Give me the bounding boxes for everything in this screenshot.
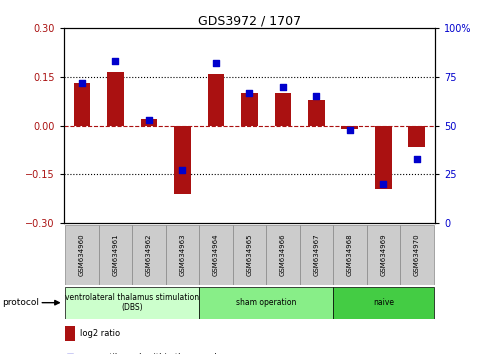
Text: ventrolateral thalamus stimulation
(DBS): ventrolateral thalamus stimulation (DBS): [65, 293, 199, 312]
Point: [245, 90, 253, 96]
Bar: [207, 74, 224, 126]
Point: [178, 167, 186, 173]
Point: [145, 117, 153, 123]
Point: [278, 84, 286, 90]
Bar: [107, 72, 123, 126]
FancyBboxPatch shape: [99, 225, 132, 285]
Bar: [174, 126, 190, 194]
FancyBboxPatch shape: [199, 287, 332, 319]
Point: [78, 80, 86, 86]
Point: [312, 93, 320, 99]
Text: GSM634960: GSM634960: [79, 234, 85, 276]
Text: GSM634968: GSM634968: [346, 234, 352, 276]
FancyBboxPatch shape: [332, 287, 433, 319]
Bar: [341, 126, 358, 129]
Bar: [241, 93, 257, 126]
Bar: [374, 126, 391, 189]
Text: percentile rank within the sample: percentile rank within the sample: [80, 353, 222, 354]
Bar: [74, 84, 90, 126]
Text: log2 ratio: log2 ratio: [80, 329, 120, 338]
FancyBboxPatch shape: [366, 225, 399, 285]
FancyBboxPatch shape: [132, 225, 165, 285]
FancyBboxPatch shape: [332, 225, 366, 285]
Text: GSM634969: GSM634969: [380, 234, 386, 276]
Bar: [274, 93, 291, 126]
Text: GSM634966: GSM634966: [279, 234, 285, 276]
Text: GSM634963: GSM634963: [179, 234, 185, 276]
FancyBboxPatch shape: [65, 287, 199, 319]
Text: GSM634970: GSM634970: [413, 234, 419, 276]
Point: [379, 181, 386, 187]
Text: protocol: protocol: [2, 298, 40, 307]
FancyBboxPatch shape: [299, 225, 332, 285]
FancyBboxPatch shape: [399, 225, 433, 285]
Text: GSM634967: GSM634967: [313, 234, 319, 276]
FancyBboxPatch shape: [232, 225, 265, 285]
Text: GSM634965: GSM634965: [246, 234, 252, 276]
Bar: [307, 100, 324, 126]
Title: GDS3972 / 1707: GDS3972 / 1707: [198, 14, 300, 27]
Point: [412, 156, 420, 161]
FancyBboxPatch shape: [165, 225, 199, 285]
FancyBboxPatch shape: [199, 225, 232, 285]
Bar: [407, 126, 424, 147]
Point: [212, 61, 220, 66]
Text: naive: naive: [372, 298, 393, 307]
FancyBboxPatch shape: [265, 225, 299, 285]
Point: [345, 127, 353, 132]
Point: [111, 58, 119, 64]
Text: GSM634961: GSM634961: [112, 234, 118, 276]
Text: GSM634964: GSM634964: [212, 234, 219, 276]
Text: GSM634962: GSM634962: [145, 234, 152, 276]
Bar: [140, 119, 157, 126]
Bar: [65, 326, 75, 341]
FancyBboxPatch shape: [65, 225, 99, 285]
Text: sham operation: sham operation: [236, 298, 296, 307]
